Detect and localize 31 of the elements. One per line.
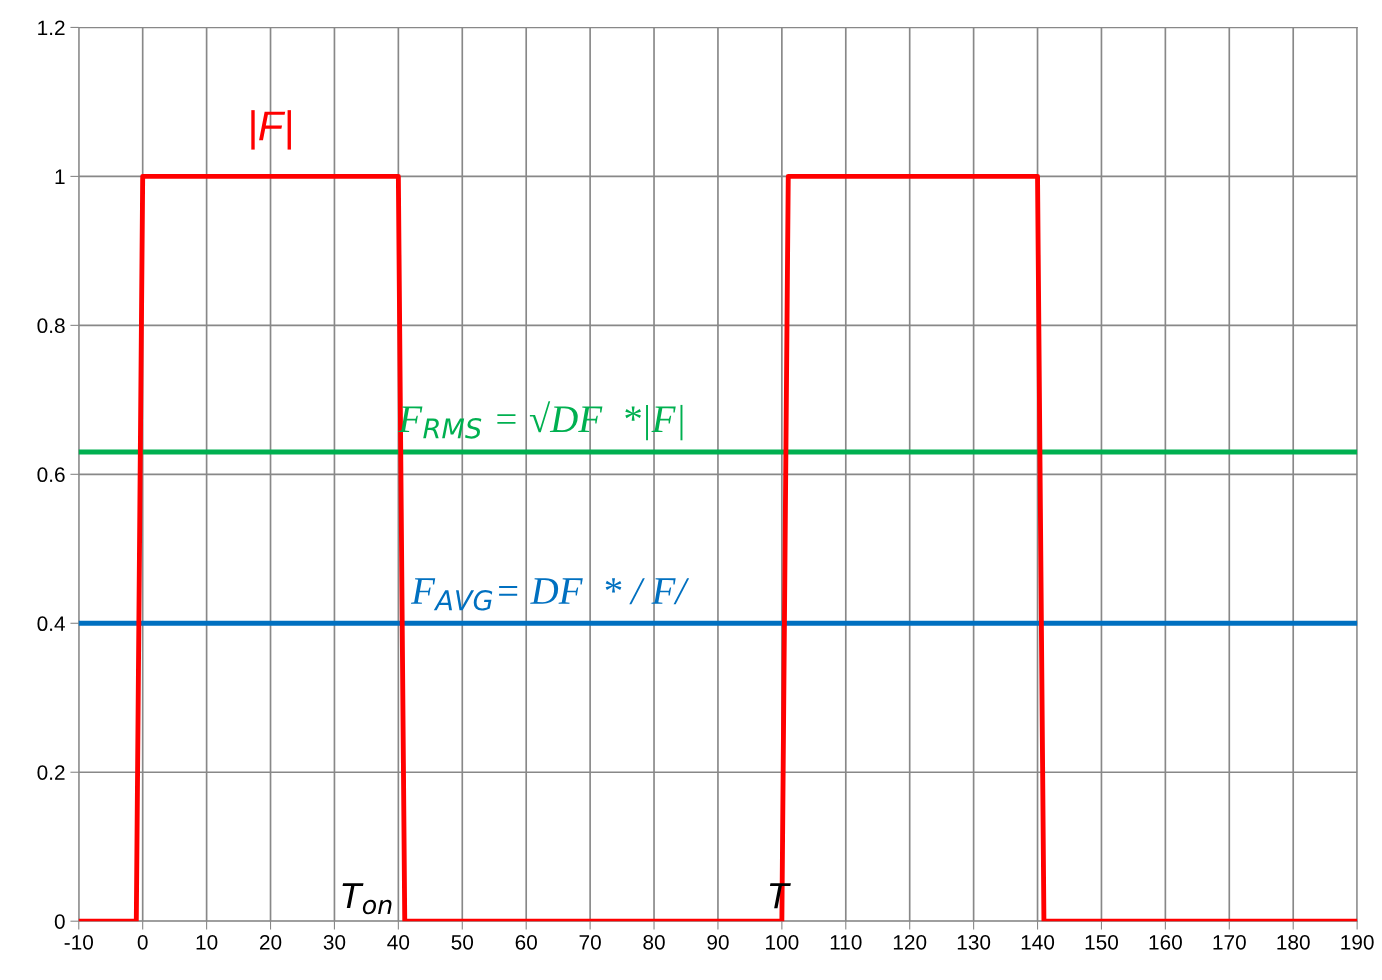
x-tick-label: 130 xyxy=(957,934,991,950)
x-tick-label: 60 xyxy=(515,934,537,950)
y-tick-label: 1.2 xyxy=(38,20,65,35)
x-tick-label: 50 xyxy=(451,934,474,950)
x-tick-label: 120 xyxy=(893,934,927,950)
x-tick-label: 140 xyxy=(1021,934,1055,950)
y-tick-label: 0.6 xyxy=(37,467,65,483)
y-tick-label: 0.2 xyxy=(37,765,65,780)
x-tick-label: 150 xyxy=(1085,934,1119,950)
y-tick-label: 1 xyxy=(55,169,65,184)
x-tick-label: 180 xyxy=(1277,934,1310,950)
x-tick-label: 160 xyxy=(1149,934,1182,950)
x-tick-label: 70 xyxy=(579,934,601,950)
ref-line-label: F$_{AVG}$= DF * / F/ xyxy=(410,578,690,611)
x-tick-label: -10 xyxy=(64,934,94,950)
x-tick-label: 20 xyxy=(259,934,282,950)
y-tick-label: 0.4 xyxy=(37,616,65,632)
x-tick-label: 40 xyxy=(387,934,410,950)
x-tick-label: 30 xyxy=(323,934,346,950)
x-tick-label: 10 xyxy=(196,934,218,950)
annotation: T$_{on}$ xyxy=(342,883,392,915)
x-tick-label: 0 xyxy=(137,934,148,950)
x-tick-label: 80 xyxy=(643,934,665,950)
y-tick-label: 0 xyxy=(54,914,65,929)
x-tick-label: 90 xyxy=(707,934,729,950)
x-tick-label: 110 xyxy=(830,934,862,950)
x-tick-label: 100 xyxy=(766,934,799,950)
x-tick-label: 190 xyxy=(1341,934,1374,950)
series-label: |F| xyxy=(251,110,291,150)
x-tick-label: 170 xyxy=(1213,934,1246,950)
y-tick-label: 0.8 xyxy=(37,318,65,334)
